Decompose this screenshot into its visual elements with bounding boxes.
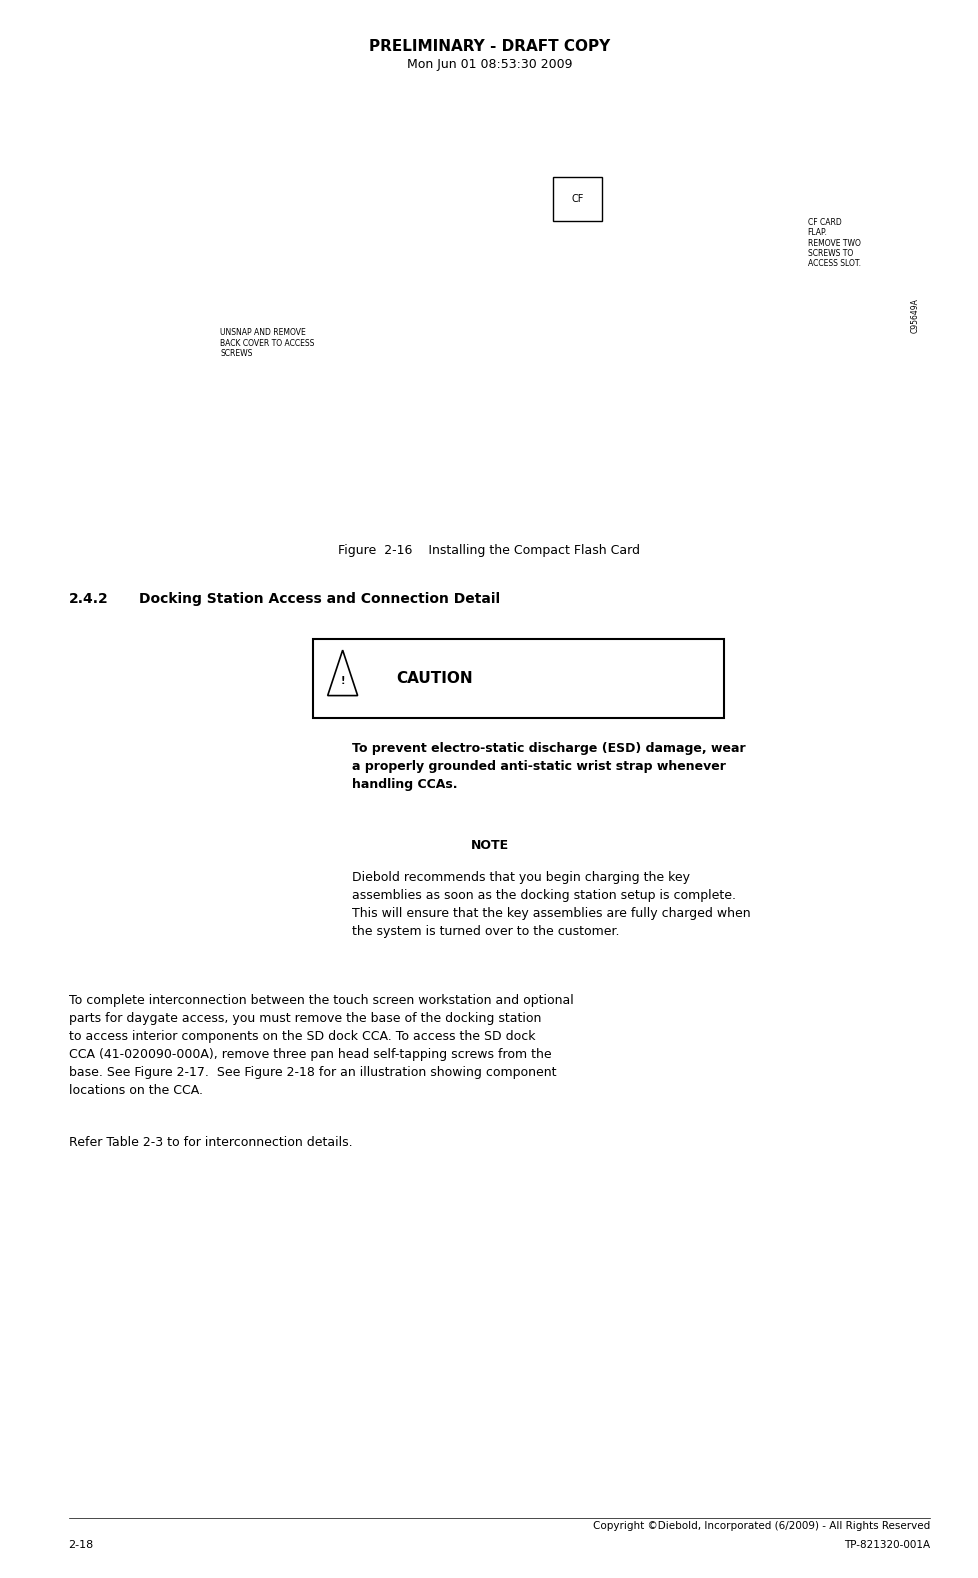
Text: Copyright ©Diebold, Incorporated (6/2009) - All Rights Reserved: Copyright ©Diebold, Incorporated (6/2009…: [593, 1521, 929, 1531]
Text: PRELIMINARY - DRAFT COPY: PRELIMINARY - DRAFT COPY: [369, 39, 609, 55]
Text: Docking Station Access and Connection Detail: Docking Station Access and Connection De…: [139, 592, 500, 606]
Text: NOTE: NOTE: [470, 839, 508, 852]
Text: CF: CF: [571, 194, 583, 204]
Text: C95649A: C95649A: [910, 298, 919, 333]
FancyBboxPatch shape: [553, 177, 601, 221]
Text: UNSNAP AND REMOVE
BACK COVER TO ACCESS
SCREWS: UNSNAP AND REMOVE BACK COVER TO ACCESS S…: [220, 328, 314, 358]
FancyBboxPatch shape: [313, 639, 724, 718]
Text: 2-18: 2-18: [68, 1540, 94, 1550]
Text: Figure  2-16    Installing the Compact Flash Card: Figure 2-16 Installing the Compact Flash…: [338, 544, 640, 557]
Text: !: !: [340, 677, 344, 686]
Text: TP-821320-001A: TP-821320-001A: [843, 1540, 929, 1550]
Text: 2.4.2: 2.4.2: [68, 592, 109, 606]
Text: CF CARD
FLAP.
REMOVE TWO
SCREWS TO
ACCESS SLOT.: CF CARD FLAP. REMOVE TWO SCREWS TO ACCES…: [807, 218, 860, 268]
Text: Refer Table 2-3 to for interconnection details.: Refer Table 2-3 to for interconnection d…: [68, 1136, 352, 1149]
Text: To prevent electro-static discharge (ESD) damage, wear
a properly grounded anti-: To prevent electro-static discharge (ESD…: [352, 742, 745, 791]
Text: CAUTION: CAUTION: [396, 671, 472, 686]
Text: Mon Jun 01 08:53:30 2009: Mon Jun 01 08:53:30 2009: [406, 58, 572, 71]
Text: To complete interconnection between the touch screen workstation and optional
pa: To complete interconnection between the …: [68, 994, 573, 1097]
Text: Diebold recommends that you begin charging the key
assemblies as soon as the doc: Diebold recommends that you begin chargi…: [352, 871, 750, 937]
Polygon shape: [328, 650, 357, 696]
